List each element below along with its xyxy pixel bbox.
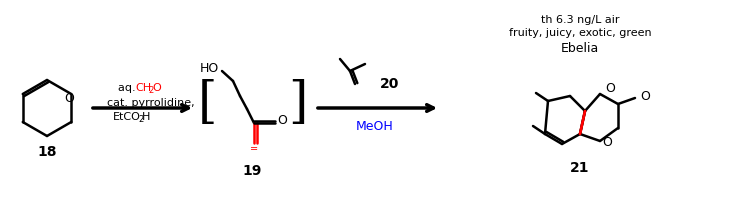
Text: 21: 21 bbox=[570, 161, 590, 175]
Text: aq.: aq. bbox=[118, 83, 139, 93]
Text: cat. pyrrolidine,: cat. pyrrolidine, bbox=[107, 98, 195, 108]
Text: O: O bbox=[277, 113, 287, 127]
Text: O: O bbox=[640, 89, 650, 103]
Text: HO: HO bbox=[200, 62, 219, 75]
Text: [: [ bbox=[198, 78, 218, 128]
Text: th 6.3 ng/L air: th 6.3 ng/L air bbox=[541, 15, 619, 25]
Text: 2: 2 bbox=[148, 86, 153, 95]
Text: CH: CH bbox=[135, 83, 151, 93]
Text: 2: 2 bbox=[138, 115, 143, 124]
Text: 18: 18 bbox=[37, 145, 57, 159]
Text: =: = bbox=[250, 144, 258, 154]
Text: fruity, juicy, exotic, green: fruity, juicy, exotic, green bbox=[509, 28, 651, 38]
Text: EtCO: EtCO bbox=[113, 112, 141, 122]
Text: ]: ] bbox=[288, 78, 308, 128]
Text: H: H bbox=[142, 112, 150, 122]
Text: O: O bbox=[152, 83, 161, 93]
Text: O: O bbox=[605, 83, 615, 95]
Text: O: O bbox=[64, 92, 74, 105]
Text: MeOH: MeOH bbox=[356, 119, 394, 132]
Text: O: O bbox=[602, 137, 612, 149]
Text: Ebelia: Ebelia bbox=[561, 41, 599, 54]
Text: 19: 19 bbox=[242, 164, 262, 178]
Text: 20: 20 bbox=[380, 77, 400, 91]
